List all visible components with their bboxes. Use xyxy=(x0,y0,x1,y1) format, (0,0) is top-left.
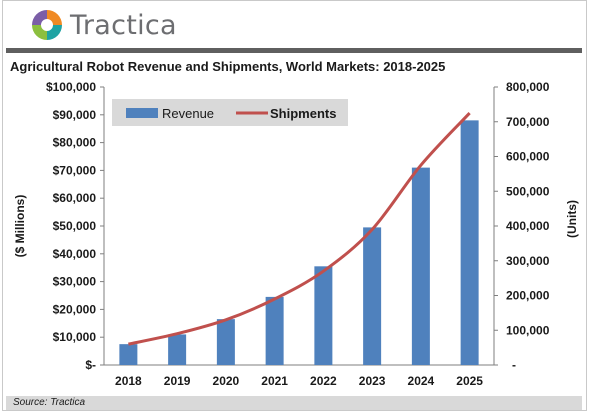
revenue-bar xyxy=(411,167,430,365)
x-tick-label: 2024 xyxy=(408,374,435,388)
revenue-bar xyxy=(314,266,333,365)
footer-bar xyxy=(6,396,582,410)
brand-name: Tractica xyxy=(70,9,177,41)
right-tick-label: 700,000 xyxy=(506,115,550,129)
revenue-bar xyxy=(460,120,479,365)
left-tick-label: $100,000 xyxy=(46,80,96,94)
revenue-bar xyxy=(216,319,235,365)
legend-revenue-label: Revenue xyxy=(162,106,214,121)
right-tick-label: 400,000 xyxy=(506,219,550,233)
left-tick-label: $40,000 xyxy=(53,247,97,261)
right-tick-label: - xyxy=(512,358,516,372)
source-note: Source: Tractica xyxy=(13,397,86,408)
left-tick-label: $90,000 xyxy=(53,108,97,122)
revenue-bar xyxy=(265,296,284,365)
revenue-bar xyxy=(168,334,187,365)
shipments-line xyxy=(128,112,471,346)
left-tick-label: $- xyxy=(85,358,96,372)
y2-axis-title: (Units) xyxy=(565,200,579,238)
x-tick-label: 2022 xyxy=(310,374,337,388)
revenue-bar xyxy=(119,344,138,365)
left-tick-label: $80,000 xyxy=(53,136,97,150)
tractica-logo: Tractica xyxy=(30,8,177,42)
y-axis-title: ($ Millions) xyxy=(13,195,27,258)
legend-revenue-swatch xyxy=(126,108,158,118)
tractica-pinwheel-logo-icon xyxy=(32,10,62,40)
right-tick-label: 600,000 xyxy=(506,150,550,164)
left-tick-label: $50,000 xyxy=(53,219,97,233)
x-tick-label: 2018 xyxy=(115,374,142,388)
x-tick-label: 2023 xyxy=(359,374,386,388)
revenue-bar xyxy=(363,227,382,365)
x-tick-label: 2020 xyxy=(213,374,240,388)
left-tick-label: $20,000 xyxy=(53,302,97,316)
right-tick-label: 200,000 xyxy=(506,289,550,303)
x-tick-label: 2025 xyxy=(456,374,483,388)
right-tick-label: 500,000 xyxy=(506,184,550,198)
chart-title: Agricultural Robot Revenue and Shipments… xyxy=(10,59,446,74)
chart-plot: $- $10,000 $20,000 $30,000 $40,000 $50,000 $60… xyxy=(13,80,579,388)
x-tick-label: 2021 xyxy=(261,374,288,388)
x-tick-label: 2019 xyxy=(164,374,191,388)
right-tick-label: 300,000 xyxy=(506,254,550,268)
left-tick-label: $30,000 xyxy=(53,275,97,289)
left-tick-label: $70,000 xyxy=(53,163,97,177)
legend-shipments-label: Shipments xyxy=(270,106,336,121)
header-rule xyxy=(6,48,582,53)
left-tick-label: $60,000 xyxy=(53,191,97,205)
right-tick-label: 100,000 xyxy=(506,323,550,337)
left-tick-label: $10,000 xyxy=(53,330,97,344)
right-tick-label: 800,000 xyxy=(506,80,550,94)
